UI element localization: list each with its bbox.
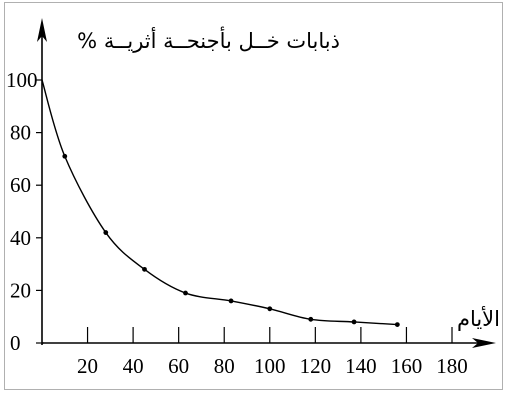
x-tick-label: 160 <box>391 354 423 378</box>
data-point <box>351 319 357 325</box>
data-points <box>62 153 400 327</box>
x-tick-label: 20 <box>77 354 98 378</box>
data-point <box>228 298 234 304</box>
data-point <box>308 316 314 322</box>
y-axis-arrow <box>37 18 47 42</box>
x-tick-label: 120 <box>300 354 332 378</box>
data-point <box>183 290 188 296</box>
y-tick-label: 0 <box>10 331 21 355</box>
axes <box>36 18 496 348</box>
chart-frame <box>4 2 503 390</box>
data-point <box>267 306 273 312</box>
x-tick-label: 60 <box>168 354 189 378</box>
x-axis-title: الأيام <box>457 306 500 331</box>
data-point <box>62 153 68 159</box>
x-tick-label: 40 <box>123 354 144 378</box>
x-axis-arrow <box>472 338 496 348</box>
x-tick-label: 100 <box>254 354 286 378</box>
y-tick-label: 40 <box>10 226 31 250</box>
y-tick-label: 20 <box>10 278 31 302</box>
x-tick-label: 180 <box>436 354 468 378</box>
y-tick-label: 100 <box>6 68 38 92</box>
ticks: 0 20 40 60 80 100 20 40 60 80 100 120 140 160 180 <box>6 68 468 378</box>
y-axis-title: % ذبابات خــل بأجنحــة أثريــة <box>77 26 340 53</box>
data-point <box>103 230 109 235</box>
x-tick-label: 80 <box>214 354 235 378</box>
y-tick-label: 80 <box>10 121 31 145</box>
data-point <box>394 322 400 327</box>
y-tick-label: 60 <box>10 173 31 197</box>
trend-curve <box>41 79 398 326</box>
data-point <box>142 266 147 272</box>
x-tick-label: 140 <box>345 354 377 378</box>
